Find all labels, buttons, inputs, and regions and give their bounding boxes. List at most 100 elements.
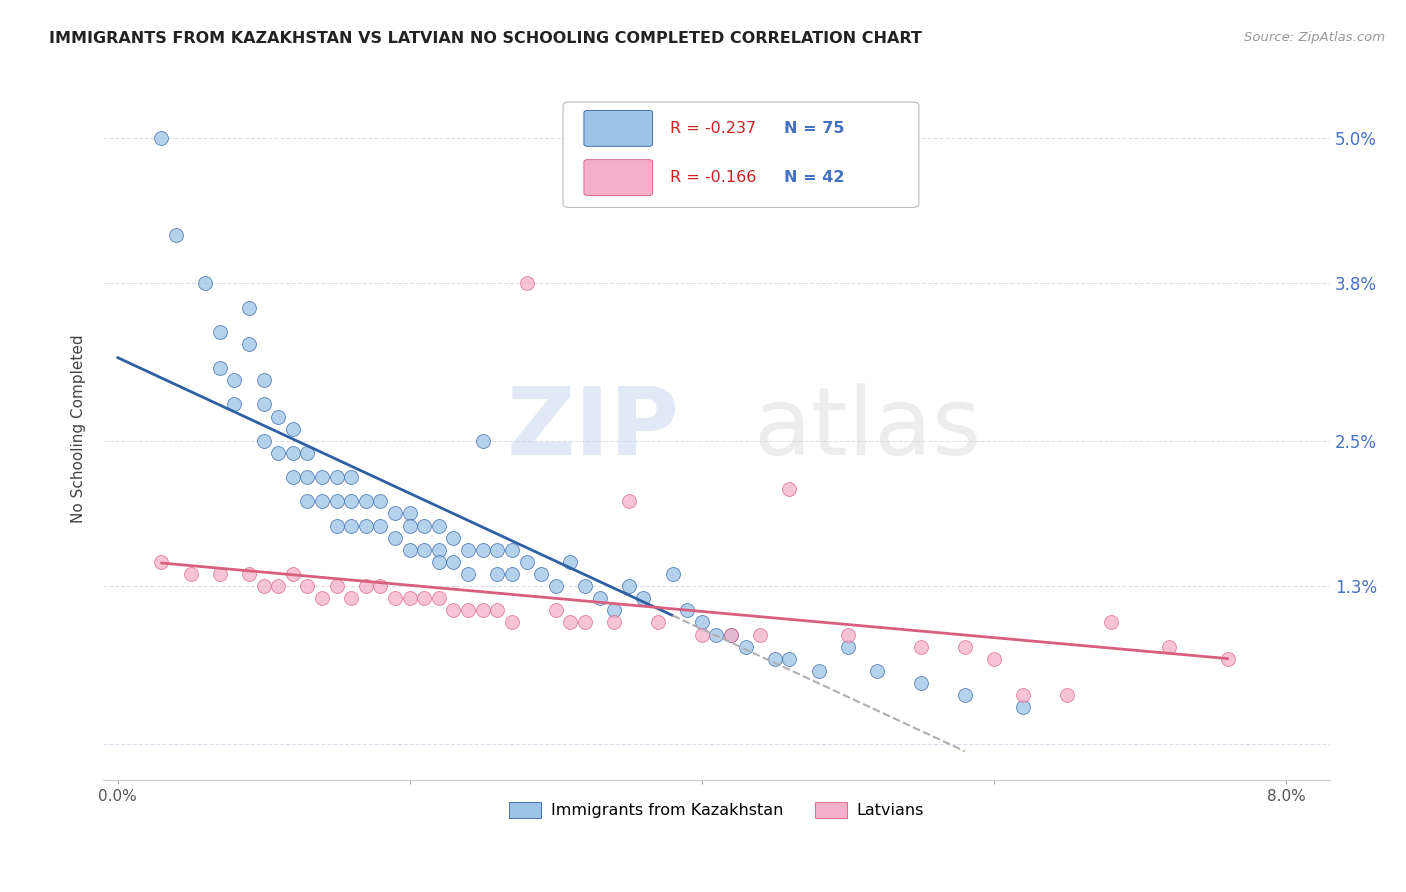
Point	[311, 494, 333, 508]
Point	[252, 373, 274, 387]
Point	[910, 676, 932, 690]
Point	[486, 542, 509, 557]
Point	[413, 542, 436, 557]
Point	[238, 337, 260, 351]
Point	[427, 555, 450, 569]
Point	[398, 507, 420, 521]
Point	[807, 664, 830, 678]
Point	[384, 591, 406, 606]
Point	[1012, 688, 1035, 702]
Point	[370, 518, 392, 533]
Point	[427, 518, 450, 533]
Point	[471, 542, 494, 557]
Point	[370, 494, 392, 508]
Point	[325, 470, 347, 484]
Point	[194, 277, 217, 291]
Point	[560, 615, 582, 630]
Text: N = 75: N = 75	[785, 121, 845, 136]
Point	[252, 434, 274, 448]
Point	[720, 627, 742, 641]
Point	[443, 555, 465, 569]
Text: IMMIGRANTS FROM KAZAKHSTAN VS LATVIAN NO SCHOOLING COMPLETED CORRELATION CHART: IMMIGRANTS FROM KAZAKHSTAN VS LATVIAN NO…	[49, 31, 922, 46]
Point	[384, 531, 406, 545]
Point	[515, 555, 537, 569]
Point	[457, 603, 479, 617]
Point	[281, 422, 304, 436]
Point	[208, 325, 231, 339]
Point	[311, 470, 333, 484]
Point	[413, 591, 436, 606]
Point	[398, 518, 420, 533]
Point	[471, 434, 494, 448]
Point	[180, 567, 202, 582]
Point	[661, 567, 683, 582]
Point	[281, 567, 304, 582]
Point	[238, 301, 260, 315]
Point	[778, 652, 800, 666]
Point	[325, 494, 347, 508]
Point	[501, 542, 523, 557]
Point	[837, 640, 859, 654]
Point	[690, 615, 713, 630]
Point	[398, 591, 420, 606]
Point	[340, 518, 363, 533]
Point	[311, 591, 333, 606]
Point	[340, 494, 363, 508]
Point	[910, 640, 932, 654]
Point	[150, 131, 173, 145]
Legend: Immigrants from Kazakhstan, Latvians: Immigrants from Kazakhstan, Latvians	[503, 796, 931, 825]
Text: atlas: atlas	[754, 383, 981, 475]
Point	[354, 579, 377, 593]
Point	[530, 567, 553, 582]
FancyBboxPatch shape	[562, 102, 920, 208]
Point	[354, 518, 377, 533]
Point	[837, 627, 859, 641]
Point	[617, 579, 640, 593]
Point	[676, 603, 699, 617]
Point	[443, 531, 465, 545]
Point	[165, 227, 187, 242]
Point	[588, 591, 610, 606]
Point	[208, 361, 231, 376]
Point	[281, 470, 304, 484]
Point	[501, 615, 523, 630]
Point	[340, 591, 363, 606]
Point	[515, 277, 537, 291]
Point	[603, 603, 626, 617]
Text: R = -0.237: R = -0.237	[669, 121, 756, 136]
Point	[749, 627, 772, 641]
Point	[953, 688, 976, 702]
Point	[370, 579, 392, 593]
Point	[208, 567, 231, 582]
Point	[544, 603, 567, 617]
Point	[354, 494, 377, 508]
Point	[413, 518, 436, 533]
Point	[544, 579, 567, 593]
Point	[866, 664, 889, 678]
Point	[1012, 700, 1035, 714]
Point	[647, 615, 669, 630]
Point	[398, 542, 420, 557]
Point	[603, 615, 626, 630]
Point	[778, 482, 800, 496]
Point	[427, 542, 450, 557]
Point	[252, 397, 274, 411]
Point	[238, 567, 260, 582]
Point	[983, 652, 1005, 666]
Point	[457, 542, 479, 557]
Point	[325, 518, 347, 533]
Point	[574, 579, 596, 593]
Point	[953, 640, 976, 654]
Point	[297, 494, 319, 508]
Point	[471, 603, 494, 617]
Point	[1216, 652, 1239, 666]
Text: N = 42: N = 42	[785, 170, 845, 185]
Point	[560, 555, 582, 569]
Point	[281, 446, 304, 460]
Point	[427, 591, 450, 606]
Text: ZIP: ZIP	[506, 383, 679, 475]
Point	[325, 579, 347, 593]
Y-axis label: No Schooling Completed: No Schooling Completed	[72, 334, 86, 523]
Text: Source: ZipAtlas.com: Source: ZipAtlas.com	[1244, 31, 1385, 45]
FancyBboxPatch shape	[583, 160, 652, 195]
